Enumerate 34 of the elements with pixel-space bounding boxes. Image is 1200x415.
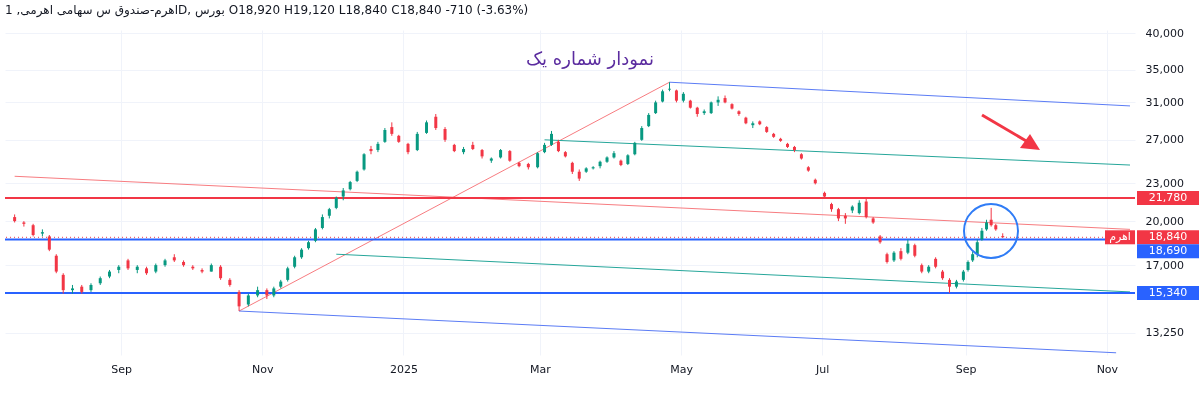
candlestick bbox=[61, 272, 65, 295]
ref-line-label: 15,340 bbox=[1148, 285, 1188, 299]
y-tick-label: 27,000 bbox=[1145, 133, 1184, 147]
ref-line-label: 18,690 bbox=[1148, 244, 1188, 258]
candlestick bbox=[237, 289, 241, 312]
candlestick bbox=[265, 287, 269, 300]
chart-title: اهرم-صندوق س سهامی اهرمی, 1D, بورس O18,920 H19,120 L18,840 C18,840 -710 (-3.63%) bbox=[5, 3, 529, 19]
x-tick-label: Jul bbox=[815, 362, 830, 376]
y-tick-label: 23,000 bbox=[1145, 176, 1184, 190]
candlestick bbox=[415, 131, 419, 152]
y-tick-label: 13,250 bbox=[1145, 326, 1184, 340]
y-tick-label: 40,000 bbox=[1145, 26, 1184, 40]
candlestick bbox=[200, 267, 204, 274]
annotation: اهرم bbox=[1109, 230, 1131, 244]
y-tick-label: 31,000 bbox=[1145, 95, 1184, 109]
ref-line-label: 18,840 bbox=[1148, 230, 1188, 244]
x-tick-label: 2025 bbox=[389, 362, 418, 376]
x-tick-label: Mar bbox=[530, 362, 552, 376]
x-tick-label: Nov bbox=[252, 362, 274, 376]
candlestick bbox=[737, 109, 741, 117]
y-tick-label: 35,000 bbox=[1145, 63, 1184, 77]
annotation: نمودار شماره یک bbox=[525, 48, 655, 70]
candlestick bbox=[989, 207, 993, 228]
y-tick-label: 20,000 bbox=[1145, 214, 1184, 228]
x-tick-label: Sep bbox=[955, 362, 977, 376]
y-tick-label: 17,000 bbox=[1145, 258, 1184, 272]
candlestick bbox=[612, 150, 616, 160]
candlestick bbox=[54, 253, 58, 274]
ref-line-label: 21,780 bbox=[1148, 191, 1188, 205]
candlestick bbox=[22, 220, 26, 228]
x-tick-label: Nov bbox=[1096, 362, 1119, 376]
x-tick-label: May bbox=[670, 362, 694, 376]
candlestick bbox=[369, 145, 373, 155]
x-tick-label: Sep bbox=[111, 362, 132, 376]
